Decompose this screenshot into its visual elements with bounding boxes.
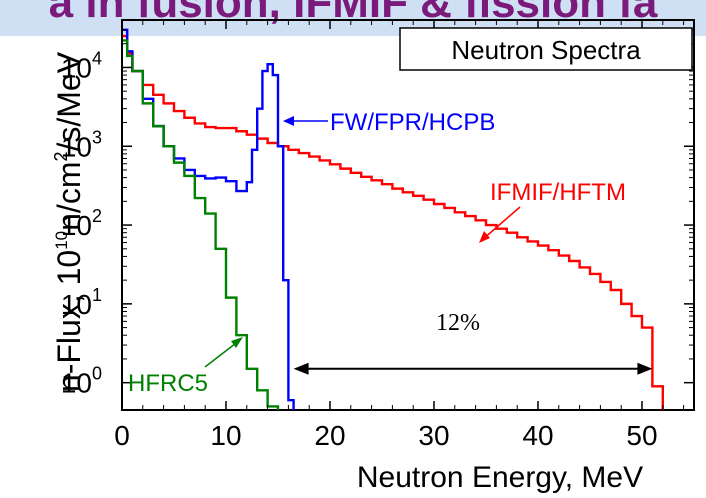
y-tick-label: 103 (61, 127, 102, 162)
y-axis-label-part-b: n/cm (51, 162, 87, 231)
annotation-ifmif-arrow-line (481, 206, 521, 241)
range-arrowhead-right (637, 362, 653, 375)
series-line-fw-fpr-hcpb (123, 28, 295, 410)
y-axis-label: n-Flux, 1010n/cm2/s/MeV (51, 51, 87, 392)
banner-text: a in fusion, IFMIF & fission fa (48, 0, 658, 27)
chart-title: Neutron Spectra (451, 35, 641, 65)
annotation-ifmif-arrowhead (479, 231, 490, 243)
range-arrowhead-left (293, 362, 309, 375)
y-tick-label: 101 (61, 285, 102, 320)
annotation-hfrc5-arrowhead (231, 337, 243, 348)
range-percent-label: 12% (436, 310, 480, 336)
chart-title-box (399, 27, 693, 71)
x-axis-label: Neutron Energy, MeV (357, 461, 643, 494)
y-axis-label-sup-2: 2 (51, 152, 71, 162)
x-tick-label: 50 (626, 420, 657, 451)
x-tick-label: 20 (314, 420, 345, 451)
y-tick-label: 102 (61, 206, 102, 241)
x-tick-label: 30 (418, 420, 449, 451)
x-tick-label: 0 (114, 420, 130, 451)
series-line-hfrc5 (123, 39, 280, 410)
title-banner: a in fusion, IFMIF & fission fa (0, 0, 706, 36)
annotation-fw-fpr-hcpb: FW/FPR/HCPB (330, 109, 495, 136)
series-line-ifmif-hftm (123, 34, 664, 410)
y-axis-label-part-c: /s/MeV (51, 51, 87, 151)
annotation-hfrc5: HFRC5 (128, 370, 208, 397)
x-tick-label: 10 (210, 420, 241, 451)
y-axis-label-sup-1: 10 (52, 231, 71, 250)
annotation-fw-arrowhead (283, 116, 294, 126)
y-tick-label: 100 (61, 364, 102, 399)
y-tick-label: 104 (61, 48, 102, 83)
x-tick-label: 40 (522, 420, 553, 451)
annotation-ifmif-hftm: IFMIF/HFTM (490, 179, 626, 206)
plot-frame (121, 19, 695, 411)
y-axis-label-part-a: n-Flux, 10 (51, 250, 87, 392)
